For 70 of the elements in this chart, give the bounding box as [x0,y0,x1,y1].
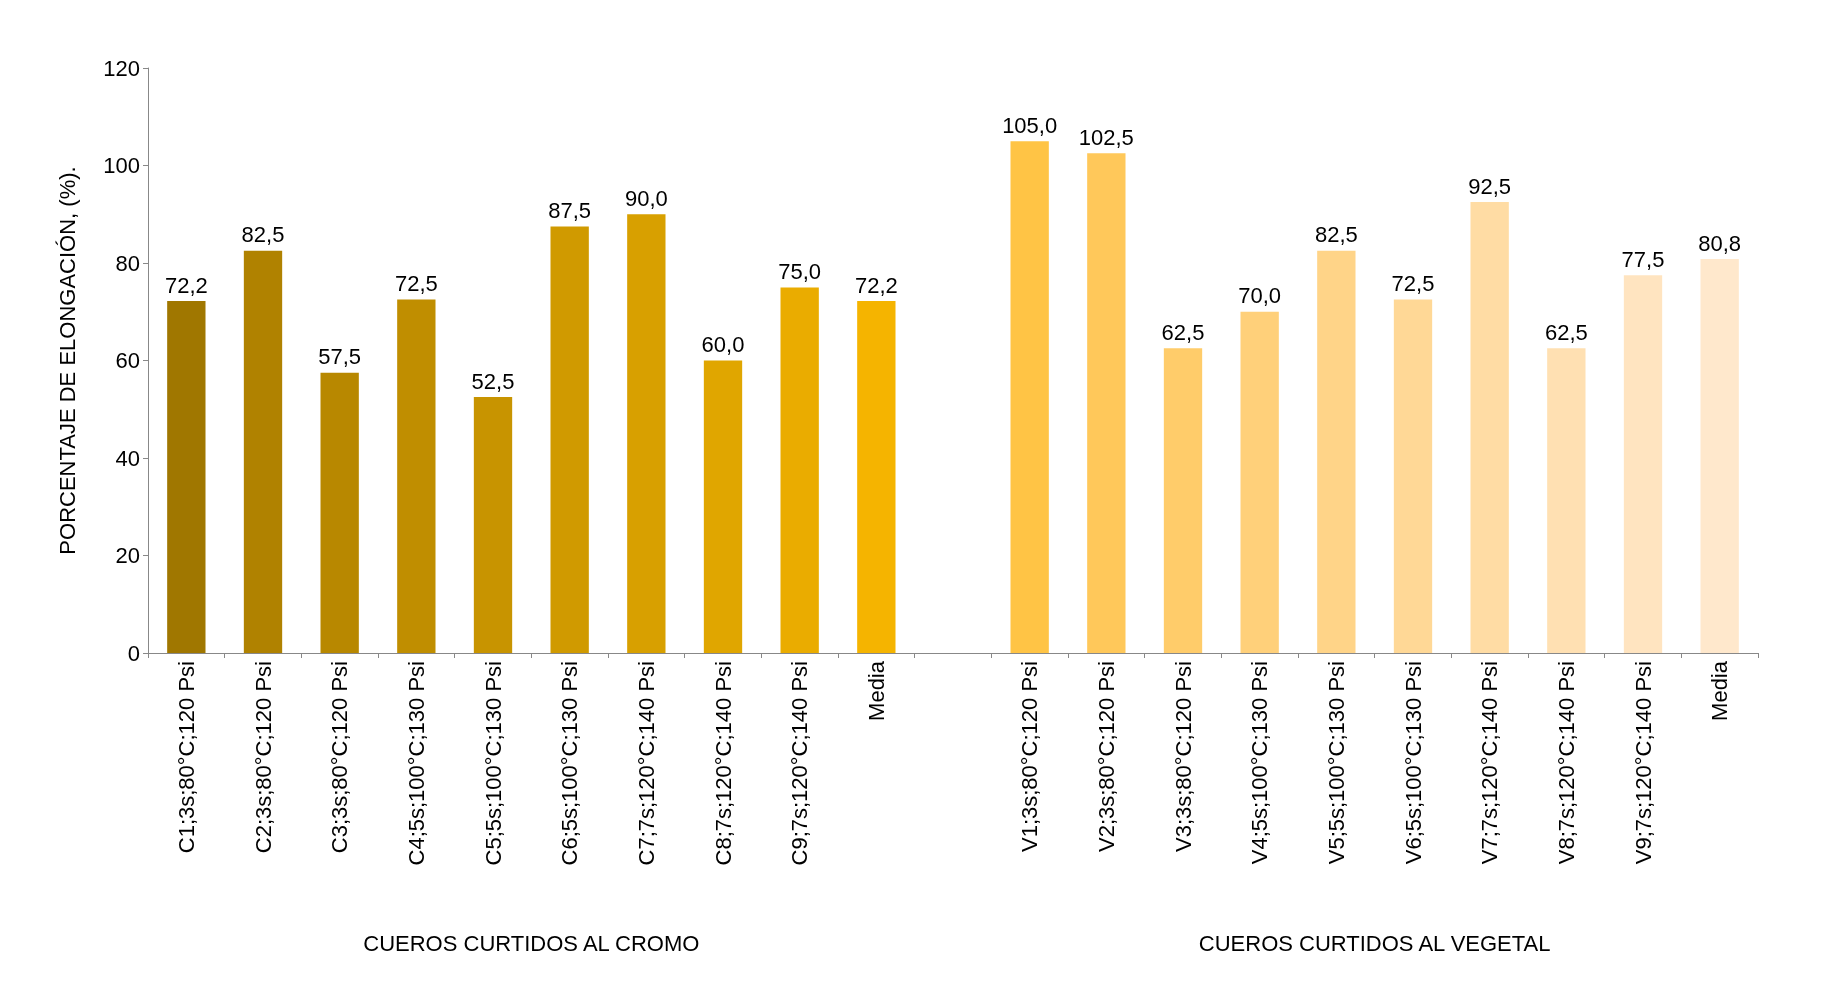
x-tick-label: C3;3s;80°C;120 Psi [327,661,353,854]
y-tick-label: 80 [115,250,140,276]
x-tick-label: C9;7s;120°C;140 Psi [787,661,813,866]
x-tick-label: Media [863,660,889,721]
bar [397,299,436,653]
data-label: 90,0 [624,185,668,211]
x-tick-label: V9;7s;120°C;140 Psi [1630,661,1656,865]
text: CUEROS CURTIDOS AL CROMO [363,930,700,956]
bar [857,301,896,653]
y-tick-label: 20 [115,543,140,568]
bar [550,226,589,653]
bar [1087,153,1126,653]
data-label: 82,5 [241,222,285,248]
data-label: 77,5 [1621,246,1665,272]
bar [1163,348,1203,653]
bar [1470,202,1509,653]
data-label: 52,5 [471,368,515,394]
bar [1010,141,1049,653]
data-label: 72,2 [854,272,898,298]
bar [243,250,283,653]
x-tick-label: V3;3s;80°C;120 Psi [1170,661,1196,853]
data-label: 72,5 [1391,271,1435,297]
x-tick-label: V8;7s;120°C;140 Psi [1553,661,1579,865]
data-label: 70,0 [1238,283,1282,309]
x-tick-label: Media [1707,660,1733,721]
x-tick-label: V1;3s;80°C;120 Psi [1017,661,1043,853]
data-label: 82,5 [1314,222,1358,248]
bar [1393,299,1433,653]
bar [1623,275,1663,653]
x-tick-label: C5;5s;100°C;130 Psi [480,661,506,866]
bar [1240,311,1279,653]
x-tick-label: C6;5s;100°C;130 Psi [557,661,583,866]
text: CUEROS CURTIDOS AL VEGETAL [1198,930,1551,956]
x-tick-label: V4;5s;100°C;130 Psi [1247,661,1273,865]
data-label: 62,5 [1544,319,1588,345]
x-tick-label: C7;7s;120°C;140 Psi [633,661,659,866]
bar [703,360,743,653]
data-label: 57,5 [318,344,362,370]
x-tick-label: V6;5s;100°C;130 Psi [1400,661,1426,865]
x-tick-label: C2;3s;80°C;120 Psi [250,661,276,854]
bar [167,301,206,653]
bar [1317,250,1356,653]
bar [320,372,359,653]
y-tick-label: 40 [115,445,140,471]
data-label: 80,8 [1698,230,1742,256]
bar [780,287,819,653]
data-label: 102,5 [1078,124,1134,150]
data-label: 105,0 [1002,112,1058,138]
y-tick-label: 60 [115,348,140,373]
y-axis-title: PORCENTAJE DE ELONGACIÓN, (%). [54,166,80,555]
x-tick-label: V2;3s;80°C;120 Psi [1093,661,1119,853]
data-label: 72,2 [164,272,208,298]
data-label: 72,5 [394,271,438,297]
bar [473,397,513,653]
y-tick-label: 120 [103,55,140,81]
x-tick-label: V7;7s;120°C;140 Psi [1477,661,1503,865]
x-tick-label: C8;7s;120°C;140 Psi [710,661,736,866]
y-tick-label: 0 [127,640,140,666]
bar [1547,348,1586,653]
data-label: 60,0 [701,332,745,357]
bar [1700,259,1739,653]
data-label: 92,5 [1468,173,1512,199]
data-label: 62,5 [1161,319,1205,345]
x-tick-label: C4;5s;100°C;130 Psi [403,661,429,866]
data-label: 75,0 [778,258,822,284]
data-label: 87,5 [548,197,592,223]
x-tick-label: V5;5s;100°C;130 Psi [1323,661,1349,865]
y-tick-label: 100 [103,153,140,178]
bar [627,214,666,653]
x-tick-label: C1;3s;80°C;120 Psi [173,661,199,854]
